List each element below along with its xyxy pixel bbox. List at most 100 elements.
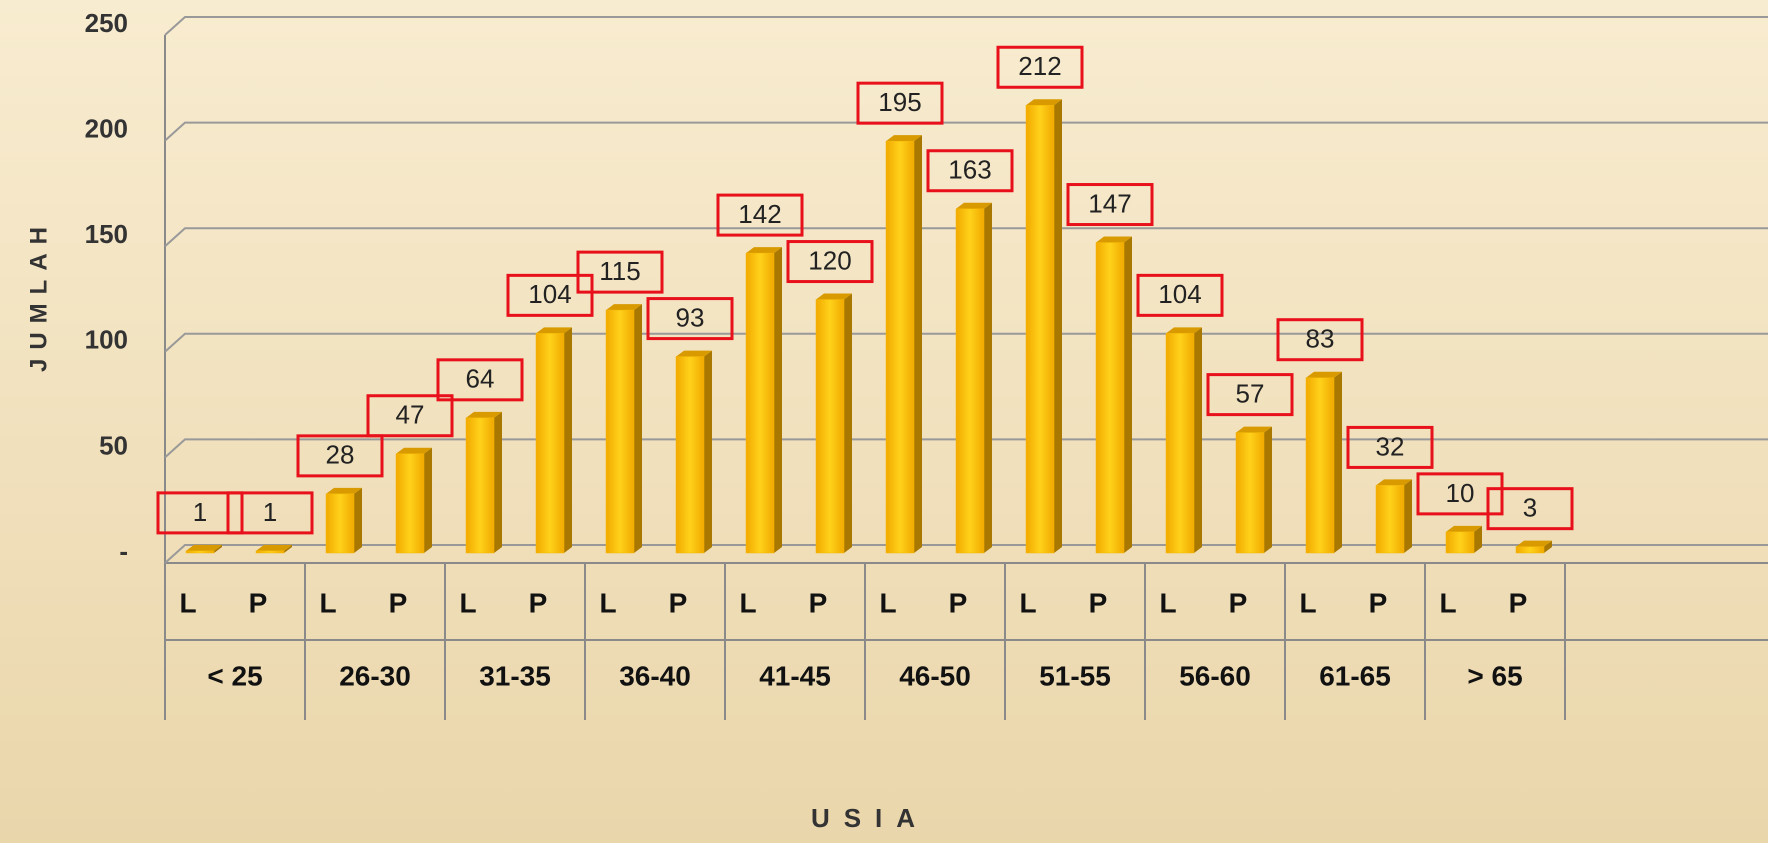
value-label-box — [1346, 425, 1434, 469]
value-label: 3 — [1523, 493, 1537, 523]
group-label: 26-30 — [339, 660, 411, 691]
value-label-box — [436, 358, 524, 402]
value-label-box — [1206, 373, 1294, 417]
bar — [1515, 546, 1545, 554]
value-label: 1 — [193, 497, 207, 527]
x-tick-label: P — [389, 587, 408, 618]
value-label-box — [1066, 183, 1154, 227]
x-tick-label: L — [459, 587, 476, 618]
value-label: 28 — [326, 440, 355, 470]
value-label: 195 — [878, 87, 921, 117]
value-label-box — [156, 491, 244, 535]
bar-side — [634, 304, 642, 553]
bar-side — [1264, 426, 1272, 553]
x-tick-label: P — [529, 587, 548, 618]
bar-top — [186, 544, 222, 551]
bar-top — [1306, 371, 1342, 378]
value-label: 10 — [1446, 478, 1475, 508]
value-label-box — [296, 434, 384, 478]
bar-top — [1026, 99, 1062, 106]
bar-top — [256, 544, 292, 551]
bar-side — [1404, 479, 1412, 553]
bar — [255, 550, 285, 554]
bar-top — [1446, 525, 1482, 532]
value-label: 83 — [1306, 324, 1335, 354]
bar-top — [1166, 327, 1202, 334]
bar-side — [1544, 540, 1552, 553]
x-tick-label: L — [1019, 587, 1036, 618]
x-tick-label: P — [1089, 587, 1108, 618]
value-label: 57 — [1236, 378, 1265, 408]
group-label: 51-55 — [1039, 660, 1111, 691]
value-label-box — [926, 149, 1014, 193]
bar-side — [424, 447, 432, 553]
bar-side — [1474, 525, 1482, 553]
group-label: > 65 — [1467, 660, 1522, 691]
x-tick-label: P — [1509, 587, 1528, 618]
bar-top — [1096, 236, 1132, 243]
x-axis-label: USIA — [811, 803, 929, 833]
bar — [605, 309, 635, 554]
grid-line — [164, 227, 1768, 247]
x-tick-label: P — [809, 587, 828, 618]
value-label-box — [646, 297, 734, 341]
bar-side — [494, 411, 502, 553]
bar-top — [1376, 479, 1412, 486]
x-tick-label: L — [1159, 587, 1176, 618]
bar-top — [676, 350, 712, 357]
value-label: 212 — [1018, 51, 1061, 81]
bar — [1235, 432, 1265, 554]
value-label: 32 — [1376, 431, 1405, 461]
bar-top — [816, 293, 852, 300]
y-tick-label: 150 — [85, 219, 128, 249]
value-label-box — [226, 491, 314, 535]
value-label-box — [506, 273, 594, 317]
bar-side — [774, 247, 782, 553]
x-tick-label: P — [669, 587, 688, 618]
bar — [815, 299, 845, 554]
value-label: 1 — [263, 497, 277, 527]
bar-top — [956, 202, 992, 209]
x-tick-label: P — [249, 587, 268, 618]
bar-top — [326, 487, 362, 494]
y-tick-label: 200 — [85, 113, 128, 143]
bar — [1025, 105, 1055, 554]
bar-top — [466, 411, 502, 418]
value-label-box — [1416, 472, 1504, 516]
y-tick-label: - — [119, 536, 128, 566]
value-label: 120 — [808, 245, 851, 275]
x-tick-label: P — [949, 587, 968, 618]
y-tick-label: 100 — [85, 325, 128, 355]
group-label: 31-35 — [479, 660, 551, 691]
bar-side — [284, 544, 292, 553]
bar-side — [214, 544, 222, 553]
bar-side — [984, 202, 992, 553]
value-label-box — [1276, 318, 1364, 362]
grid-line — [164, 332, 1768, 353]
bar — [1095, 242, 1125, 554]
y-axis-label: JUMLAH — [25, 218, 52, 372]
bar — [535, 333, 565, 554]
bar-top — [1236, 426, 1272, 433]
value-label: 104 — [528, 279, 571, 309]
group-label: 36-40 — [619, 660, 691, 691]
value-label: 163 — [948, 155, 991, 185]
bar — [325, 493, 355, 554]
bar-top — [606, 304, 642, 311]
x-tick-label: L — [1299, 587, 1316, 618]
bar-side — [1054, 99, 1062, 554]
bar-side — [704, 350, 712, 553]
value-label: 147 — [1088, 188, 1131, 218]
value-label-box — [1486, 487, 1574, 531]
y-tick-label: 50 — [99, 430, 128, 460]
bar — [885, 140, 915, 554]
value-label: 47 — [396, 400, 425, 430]
group-label: 46-50 — [899, 660, 971, 691]
value-label-box — [786, 240, 874, 284]
value-label-box — [1136, 273, 1224, 317]
group-label: 61-65 — [1319, 660, 1391, 691]
bar-side — [1334, 371, 1342, 553]
group-label: 41-45 — [759, 660, 831, 691]
x-tick-label: L — [739, 587, 756, 618]
bar — [1445, 531, 1475, 554]
